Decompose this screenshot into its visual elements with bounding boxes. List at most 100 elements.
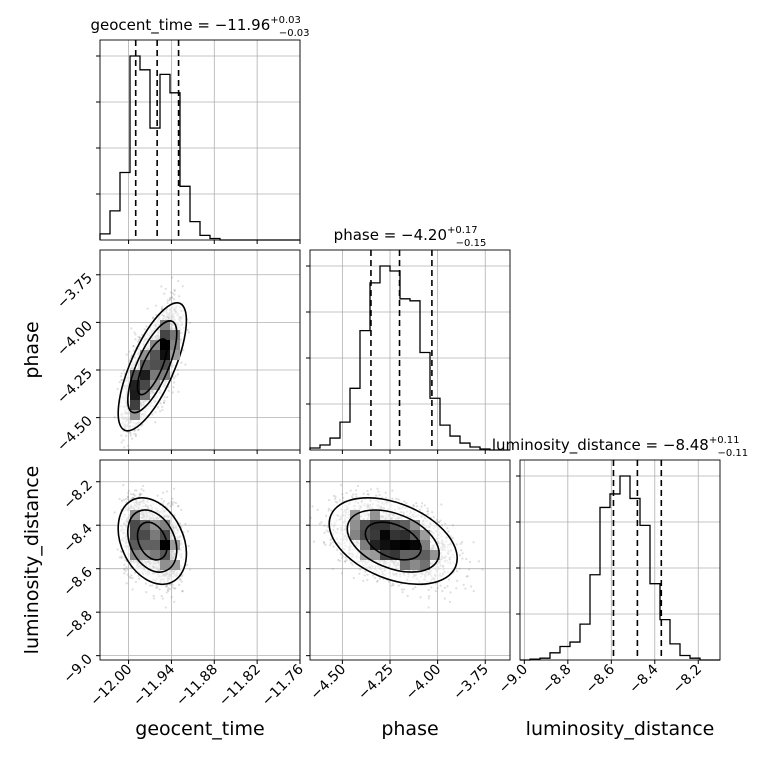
sample-point	[177, 504, 180, 508]
sample-point	[174, 375, 177, 378]
sample-point	[133, 331, 136, 334]
sample-point	[172, 386, 175, 389]
sample-point	[171, 503, 174, 506]
sample-point	[165, 585, 168, 588]
sample-point	[137, 335, 140, 339]
sample-point	[173, 293, 176, 296]
sample-point	[149, 584, 152, 587]
sample-point	[124, 497, 127, 501]
sample-point	[166, 588, 169, 591]
sample-point	[124, 569, 127, 573]
sample-point	[164, 585, 167, 588]
sample-point	[160, 306, 164, 309]
sample-point	[177, 390, 180, 393]
sample-point	[151, 317, 155, 320]
sample-point	[164, 287, 167, 291]
sample-point	[160, 497, 163, 500]
sample-point	[161, 307, 164, 310]
sample-point	[166, 503, 169, 506]
sample-point	[161, 408, 164, 412]
sample-point	[166, 396, 169, 399]
sample-point	[128, 575, 131, 578]
sample-point	[163, 399, 166, 402]
sample-point	[156, 494, 159, 497]
sample-point	[177, 280, 180, 283]
sample-point	[162, 401, 166, 404]
sample-point	[138, 577, 141, 580]
sample-point	[151, 413, 154, 416]
sample-point	[186, 563, 189, 567]
sample-point	[118, 497, 121, 501]
sample-point	[137, 340, 140, 344]
sample-point	[169, 296, 172, 300]
sample-point	[162, 401, 166, 404]
sample-point	[170, 502, 173, 505]
sample-point	[138, 336, 141, 339]
panel-phase-vs-phase-bg	[310, 250, 510, 450]
sample-point	[180, 361, 183, 364]
sample-point	[179, 578, 182, 581]
sample-point	[134, 433, 137, 436]
sample-point	[146, 307, 149, 310]
sample-point	[143, 328, 146, 331]
sample-point	[171, 586, 174, 589]
sample-point	[166, 301, 169, 304]
sample-point	[131, 588, 134, 591]
sample-point	[161, 597, 164, 600]
sample-point	[187, 331, 190, 334]
sample-point	[120, 556, 123, 560]
sample-point	[132, 345, 135, 348]
sample-point	[138, 336, 141, 339]
sample-point	[141, 484, 145, 488]
sample-point	[131, 437, 134, 440]
sample-point	[129, 432, 132, 435]
sample-point	[154, 421, 157, 424]
sample-point	[131, 493, 135, 496]
sample-point	[128, 350, 131, 353]
sample-point	[187, 544, 190, 548]
sample-point	[173, 298, 176, 301]
sample-point	[120, 378, 123, 382]
sample-point	[158, 588, 161, 591]
sample-point	[176, 373, 179, 376]
sample-point	[126, 568, 129, 571]
sample-point	[141, 333, 144, 336]
sample-point	[170, 276, 174, 279]
sample-point	[170, 504, 173, 507]
sample-point	[176, 505, 180, 508]
sample-point	[151, 584, 154, 587]
sample-point	[126, 497, 129, 500]
sample-point	[168, 299, 172, 302]
sample-point	[165, 591, 168, 594]
sample-point	[168, 583, 172, 586]
sample-point	[184, 363, 187, 366]
sample-point	[126, 495, 130, 498]
sample-point	[123, 567, 126, 570]
sample-point	[171, 583, 174, 587]
sample-point	[125, 434, 128, 437]
sample-point	[133, 432, 136, 435]
sample-point	[120, 372, 123, 375]
sample-point	[156, 586, 159, 589]
sample-point	[135, 489, 138, 492]
panel-geocent_time-vs-geocent_time-bg	[100, 40, 300, 240]
sample-point	[123, 446, 126, 449]
sample-point	[133, 489, 137, 492]
sample-point	[163, 396, 166, 399]
sample-point	[120, 378, 124, 382]
sample-point	[120, 555, 123, 558]
sample-point	[160, 285, 163, 288]
sample-point	[137, 428, 140, 431]
sample-point	[170, 500, 173, 503]
sample-point	[168, 587, 171, 591]
sample-point	[113, 511, 116, 514]
sample-point	[168, 297, 172, 300]
sample-point	[122, 439, 125, 442]
sample-point	[132, 344, 135, 348]
sample-point	[170, 596, 173, 599]
sample-point	[137, 339, 140, 342]
sample-point	[165, 584, 168, 587]
sample-point	[130, 574, 133, 577]
sample-point	[158, 410, 162, 413]
sample-point	[156, 406, 160, 409]
